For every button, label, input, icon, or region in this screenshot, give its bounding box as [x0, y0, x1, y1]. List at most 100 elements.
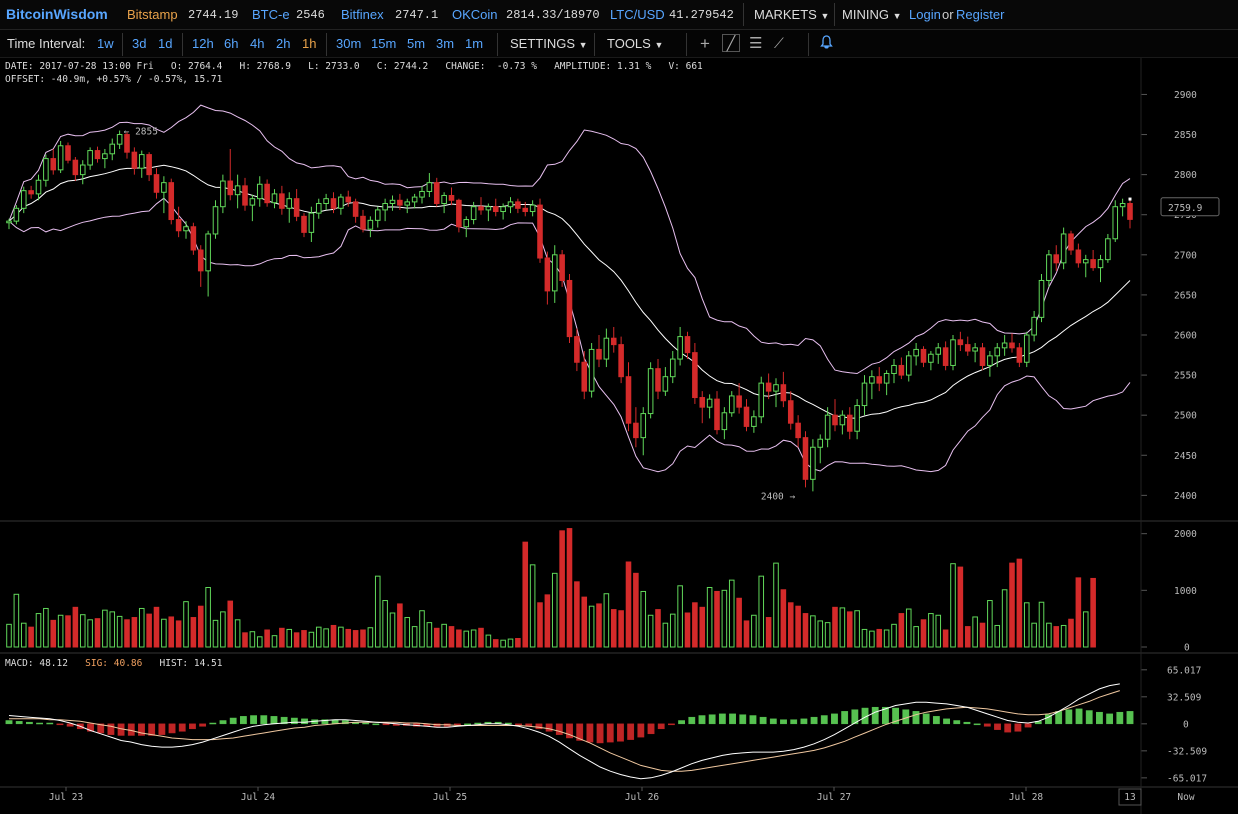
- candle-body: [28, 190, 34, 195]
- macd-histogram-bar: [1096, 711, 1103, 725]
- volume-bar: [308, 631, 315, 648]
- fan-icon[interactable]: ⟋: [774, 35, 784, 51]
- price-axis-label: 2500: [1174, 411, 1197, 422]
- mining-menu[interactable]: MINING ▼: [842, 7, 902, 22]
- markets-menu[interactable]: MARKETS ▼: [754, 7, 829, 22]
- volume-bar: [6, 623, 12, 648]
- exchange-link-btce[interactable]: BTC-e: [252, 7, 290, 22]
- volume-bar: [352, 630, 359, 648]
- price-axis-label: 2900: [1174, 90, 1197, 101]
- macd-histogram-bar: [566, 723, 573, 739]
- macd-histogram-bar: [15, 721, 23, 725]
- interval-4h[interactable]: 4h: [250, 36, 265, 51]
- macd-histogram-bar: [678, 720, 686, 725]
- volume-bar: [1016, 558, 1023, 648]
- volume-bar: [1046, 622, 1052, 648]
- volume-bar: [677, 585, 683, 648]
- candle-body: [411, 196, 418, 203]
- interval-1m[interactable]: 1m: [465, 36, 484, 51]
- interval-6h[interactable]: 6h: [224, 36, 239, 51]
- candle-body: [832, 414, 838, 426]
- interval-15m[interactable]: 15m: [371, 36, 397, 51]
- interval-3m[interactable]: 3m: [436, 36, 455, 51]
- macd-histogram-bar: [97, 723, 105, 734]
- login-link[interactable]: Login: [909, 7, 941, 22]
- volume-bar: [559, 530, 565, 648]
- volume-bar: [419, 610, 425, 648]
- candle-body: [677, 336, 683, 360]
- volume-bar: [411, 626, 418, 648]
- candle-info-line: DATE: 2017-07-28 13:00 Fri O: 2764.4 H: …: [5, 61, 703, 72]
- volume-bar: [264, 629, 270, 648]
- bell-icon[interactable]: [820, 35, 833, 52]
- macd-histogram-bar: [769, 718, 777, 725]
- candle-body: [492, 206, 499, 213]
- exchange-link-ltcusd[interactable]: LTC/USD: [610, 7, 665, 22]
- volume-bar: [625, 561, 632, 648]
- volume-bar: [478, 627, 484, 648]
- candle-body: [404, 201, 411, 206]
- candle-body: [138, 154, 145, 169]
- candlestick-panel[interactable]: 2900285028002750270026502600255025002450…: [6, 90, 1220, 502]
- volume-bar: [28, 626, 34, 648]
- volume-bar: [758, 575, 765, 648]
- price-axis-label: 2600: [1174, 330, 1197, 341]
- macd-histogram-bar: [800, 718, 808, 725]
- exchange-link-bitfinex[interactable]: Bitfinex: [341, 7, 384, 22]
- volume-bar: [920, 619, 927, 648]
- candle-body: [1060, 233, 1067, 264]
- exchange-link-bitstamp[interactable]: Bitstamp: [127, 7, 178, 22]
- volume-bar: [522, 541, 529, 648]
- candle-body: [426, 182, 433, 192]
- register-link[interactable]: Register: [956, 7, 1005, 22]
- candle-body: [1016, 347, 1023, 363]
- interval-5m[interactable]: 5m: [407, 36, 426, 51]
- brand-logo[interactable]: BitcoinWisdom: [6, 6, 108, 22]
- candle-body: [360, 215, 366, 230]
- candle-body: [1090, 259, 1096, 269]
- macd-histogram-bar: [219, 720, 227, 725]
- crosshair-icon[interactable]: +: [700, 34, 710, 53]
- candle-body: [79, 164, 86, 176]
- candle-body: [802, 437, 809, 480]
- candle-body: [153, 174, 160, 193]
- divider: [497, 33, 498, 56]
- price-chart[interactable]: 2900285028002750270026502600255025002450…: [0, 58, 1238, 814]
- candle-body: [249, 198, 256, 206]
- candle-body: [957, 339, 964, 346]
- volume-bar: [810, 615, 816, 648]
- volume-bar: [751, 614, 757, 648]
- candle-body: [633, 422, 639, 439]
- volume-axis-label: 1000: [1174, 586, 1197, 597]
- macd-histogram-bar: [270, 716, 278, 725]
- macd-histogram-bar: [912, 711, 920, 725]
- candle-body: [286, 198, 293, 209]
- tools-menu[interactable]: TOOLS ▼: [607, 36, 663, 51]
- candle-body: [839, 414, 846, 426]
- current-price-box: [1160, 197, 1220, 217]
- trendline-icon[interactable]: ╱: [722, 34, 740, 52]
- volume-bar: [699, 606, 706, 648]
- candle-body: [1038, 279, 1045, 318]
- macd-signal-line: [9, 690, 1120, 772]
- settings-menu[interactable]: SETTINGS ▼: [510, 36, 588, 51]
- interval-2h[interactable]: 2h: [276, 36, 291, 51]
- exchange-link-okcoin[interactable]: OKCoin: [452, 7, 498, 22]
- candle-body: [507, 201, 514, 208]
- exchange-price-btce: 2546: [296, 8, 325, 22]
- volume-bar: [817, 620, 824, 648]
- macd-histogram-bar: [280, 716, 288, 725]
- macd-histogram-bar: [882, 706, 889, 725]
- interval-1d[interactable]: 1d: [158, 36, 173, 51]
- fib-lines-icon[interactable]: ☰: [749, 35, 763, 52]
- interval-30m[interactable]: 30m: [336, 36, 362, 51]
- volume-bar: [515, 638, 521, 648]
- interval-12h[interactable]: 12h: [192, 36, 214, 51]
- interval-1w[interactable]: 1w: [97, 36, 114, 51]
- volume-bar: [692, 602, 698, 648]
- volume-bar: [913, 626, 919, 648]
- interval-1h[interactable]: 1h: [302, 36, 317, 51]
- macd-histogram-bar: [617, 723, 624, 742]
- interval-3d[interactable]: 3d: [132, 36, 147, 51]
- macd-value: 48.12: [39, 658, 68, 669]
